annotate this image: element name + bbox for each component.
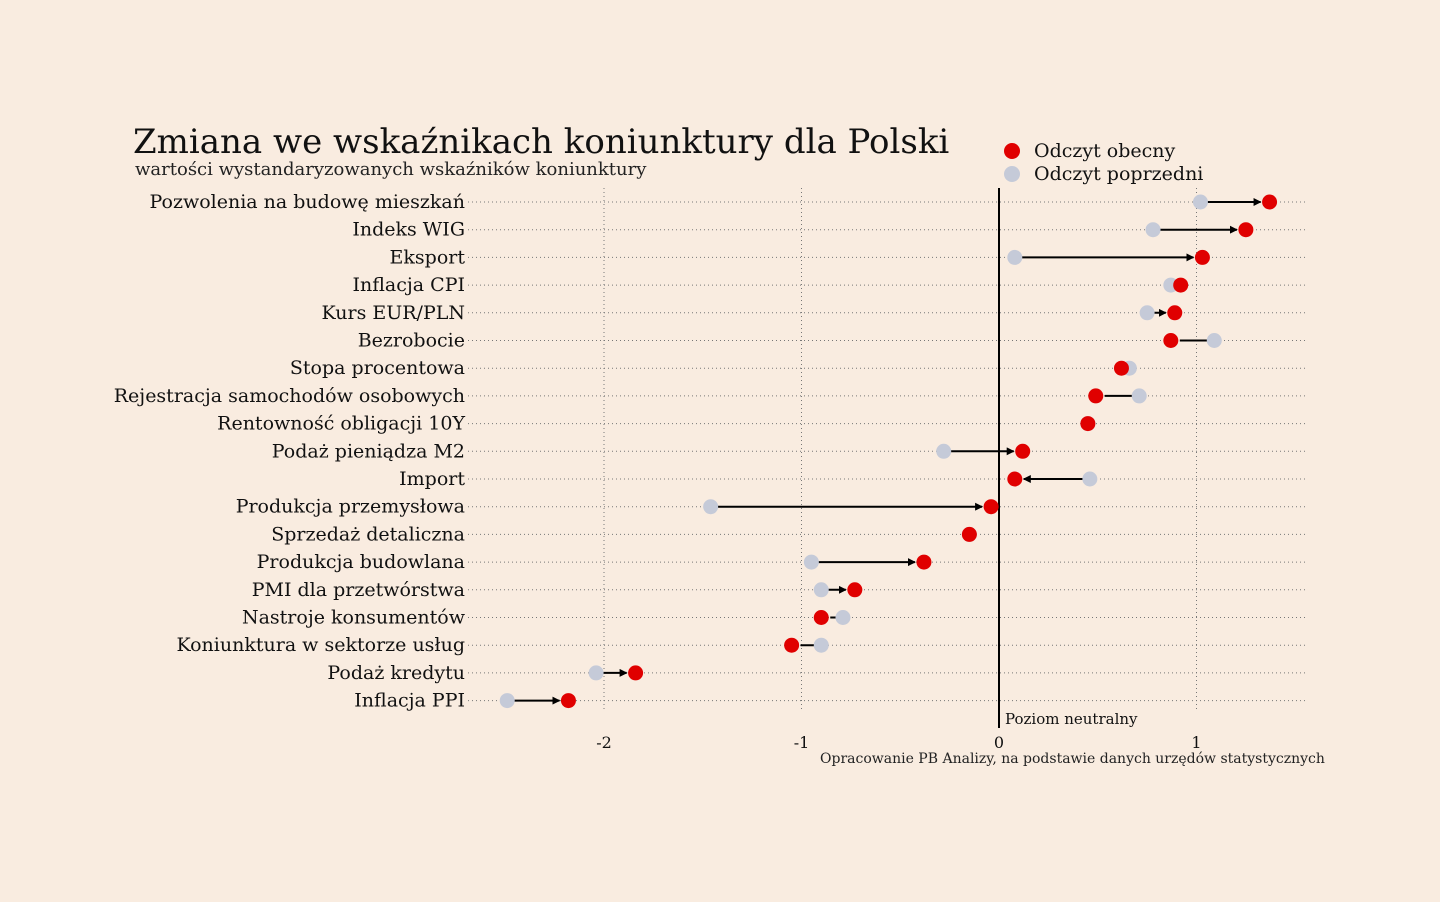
- source-note: Opracowanie PB Analizy, na podstawie dan…: [820, 751, 1325, 767]
- category-label: Indeks WIG: [352, 219, 465, 241]
- category-label: Nastroje konsumentów: [242, 607, 466, 629]
- point-current: [1080, 416, 1096, 432]
- point-previous: [1082, 471, 1098, 487]
- x-tick-label: -2: [596, 733, 612, 752]
- point-current: [628, 665, 644, 681]
- legend-item-previous: Odczyt poprzedni: [1004, 162, 1203, 185]
- category-label: Pozwolenia na budowę mieszkań: [150, 191, 466, 213]
- category-label: Inflacja PPI: [354, 690, 465, 712]
- point-current: [1163, 333, 1179, 348]
- point-previous: [936, 443, 952, 459]
- category-label: Import: [399, 468, 465, 490]
- point-current: [1194, 249, 1210, 265]
- point-current: [1015, 443, 1031, 459]
- category-label: Koniunktura w sektorze usług: [176, 634, 465, 656]
- point-previous: [703, 499, 719, 515]
- legend: Odczyt obecny Odczyt poprzedni: [1004, 139, 1203, 185]
- category-label: Inflacja CPI: [353, 274, 465, 296]
- point-current: [1113, 360, 1129, 376]
- category-label: Eksport: [390, 246, 466, 268]
- point-current: [1262, 194, 1278, 210]
- point-current: [1007, 471, 1023, 487]
- point-current: [813, 610, 829, 625]
- point-current: [916, 554, 932, 570]
- category-label: Stopa procentowa: [290, 357, 465, 379]
- point-previous: [813, 582, 829, 598]
- legend-current-label: Odczyt obecny: [1034, 139, 1176, 162]
- point-previous: [1007, 249, 1023, 265]
- point-current: [983, 499, 999, 515]
- category-label: Podaż kredytu: [327, 662, 465, 684]
- category-label: Sprzedaż detaliczna: [271, 523, 465, 545]
- point-previous: [1192, 194, 1208, 210]
- category-label: Produkcja przemysłowa: [236, 496, 465, 518]
- point-current: [1173, 277, 1189, 293]
- x-tick-label: 0: [994, 733, 1004, 752]
- neutral-label: Poziom neutralny: [1005, 710, 1138, 728]
- point-previous: [499, 693, 515, 709]
- point-previous: [813, 637, 829, 653]
- category-label: Podaż pieniądza M2: [272, 440, 465, 462]
- point-previous: [1131, 388, 1147, 404]
- point-current: [784, 637, 800, 653]
- category-label: Produkcja budowlana: [257, 551, 465, 573]
- category-label: Rejestracja samochodów osobowych: [114, 385, 465, 407]
- chart-subtitle: wartości wystandaryzowanych wskaźników k…: [135, 159, 647, 180]
- point-previous: [1139, 305, 1155, 321]
- legend-current-marker: [1004, 142, 1020, 159]
- point-current: [961, 526, 977, 542]
- legend-previous-label: Odczyt poprzedni: [1034, 162, 1204, 185]
- x-axis: Poziom neutralny -2 -1 0 1: [596, 710, 1201, 752]
- category-labels: Pozwolenia na budowę mieszkań Indeks WIG E…: [114, 191, 466, 712]
- point-current: [560, 693, 576, 709]
- point-previous: [835, 610, 851, 625]
- point-current: [847, 582, 863, 598]
- grid: [468, 188, 1305, 728]
- point-current: [1238, 222, 1254, 238]
- point-current: [1167, 305, 1183, 321]
- data-points: [499, 194, 1278, 709]
- category-label: Bezrobocie: [358, 330, 465, 352]
- point-previous: [1206, 333, 1222, 348]
- point-previous: [588, 665, 604, 681]
- category-label: Rentowność obligacji 10Y: [217, 413, 465, 435]
- x-tick-label: 1: [1191, 733, 1201, 752]
- x-tick-label: -1: [794, 733, 810, 752]
- point-previous: [803, 554, 819, 570]
- point-previous: [1145, 222, 1161, 238]
- legend-item-current: Odczyt obecny: [1004, 139, 1203, 162]
- category-label: PMI dla przetwórstwa: [252, 579, 465, 601]
- point-current: [1088, 388, 1104, 404]
- category-label: Kurs EUR/PLN: [321, 302, 465, 324]
- legend-previous-marker: [1004, 165, 1020, 182]
- chart-title: Zmiana we wskaźnikach koniunktury dla Po…: [133, 122, 950, 162]
